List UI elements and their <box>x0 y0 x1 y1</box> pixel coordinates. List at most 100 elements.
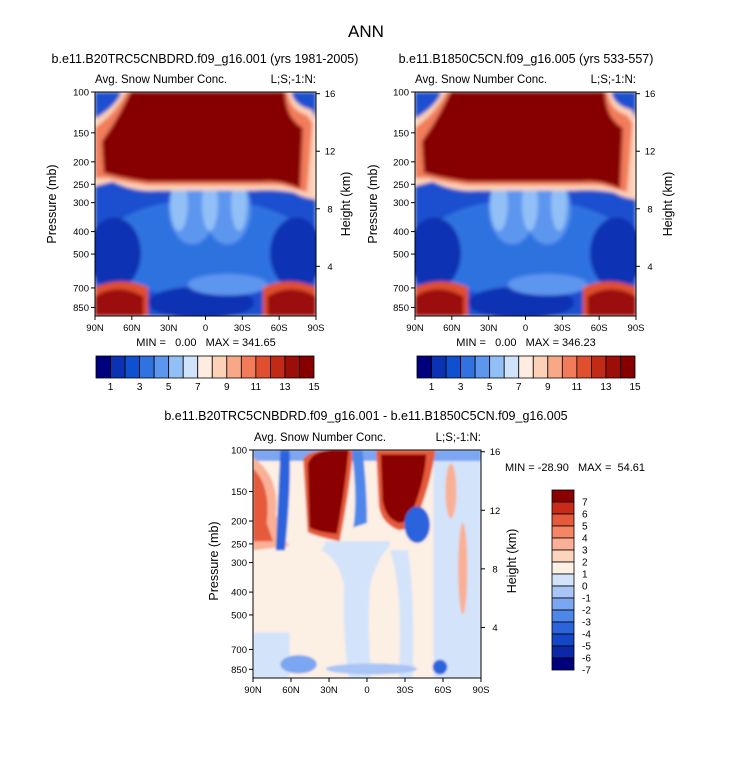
colorbar-label: 9 <box>545 382 551 393</box>
panel-1-stats: MIN = 0.00 MAX = 341.65 <box>136 337 275 349</box>
colorbar-box <box>269 355 286 379</box>
x-tick-label: 90N <box>86 323 104 334</box>
colorbar-box <box>547 355 563 379</box>
panel-3-stats: MIN = -28.90 MAX = 54.61 <box>505 462 645 474</box>
y-tick-label: 100 <box>73 88 89 99</box>
y-right-tick-label: 4 <box>327 262 332 273</box>
colorbar-label: 7 <box>516 382 522 393</box>
y-tick-label: 400 <box>393 227 409 238</box>
y-right-tick-label: 12 <box>325 147 336 158</box>
colorbar-label: 5 <box>582 522 588 533</box>
panel-1-title: b.e11.B20TRC5CNBDRD.f09_g16.001 (yrs 198… <box>52 52 359 66</box>
panel-3-field <box>253 450 481 678</box>
panel-3-title: b.e11.B20TRC5CNBDRD.f09_g16.001 - b.e11.… <box>164 409 567 423</box>
x-tick-label: 0 <box>203 323 208 334</box>
panel-2-field <box>415 92 636 316</box>
panel-2-left-string: Avg. Snow Number Conc. <box>415 74 547 86</box>
colorbar-box <box>460 355 476 379</box>
colorbar-box <box>110 355 126 379</box>
y-tick-label: 250 <box>231 539 247 550</box>
colorbar-label: 7 <box>195 382 201 393</box>
y-tick-label: 850 <box>231 665 247 676</box>
colorbar-label: 4 <box>582 534 588 545</box>
x-tick-label: 30S <box>397 685 414 696</box>
panel-1-yticks: 100 150 200 250 300 400 500 700 850 <box>73 88 95 314</box>
panel-1-xticks: 90N 60N 30N 0 30S 60S 90S <box>86 316 324 334</box>
panel-2-xticks: 90N 60N 30N 0 30S 60S 90S <box>406 316 644 334</box>
panel-2-right-string: L;S;-1:N: <box>591 74 636 86</box>
y-tick-label: 700 <box>231 645 247 656</box>
x-tick-label: 90N <box>406 323 424 334</box>
colorbar-box <box>226 355 242 379</box>
colorbar-label: 11 <box>572 382 583 393</box>
x-tick-label: 60N <box>282 685 300 696</box>
colorbar-box <box>284 355 300 379</box>
colorbar-box <box>551 609 575 623</box>
panel-2: b.e11.B1850C5CN.f09_g16.005 (yrs 533-557… <box>366 52 675 393</box>
x-tick-label: 90S <box>308 323 325 334</box>
y-tick-label: 850 <box>73 303 89 314</box>
y-tick-label: 250 <box>393 180 409 191</box>
colorbar-label: 15 <box>308 382 320 393</box>
y-tick-label: 300 <box>231 558 247 569</box>
colorbar-box <box>551 645 575 659</box>
colorbar-label: 3 <box>137 382 143 393</box>
colorbar-label: 2 <box>582 558 588 569</box>
colorbar-label: -7 <box>582 666 591 677</box>
x-tick-label: 90N <box>244 685 262 696</box>
y-right-tick-label: 8 <box>492 564 497 575</box>
colorbar-box <box>474 355 491 379</box>
y-tick-label: 100 <box>393 88 409 99</box>
y-right-tick-label: 12 <box>490 506 501 517</box>
panel-3: b.e11.B20TRC5CNBDRD.f09_g16.001 - b.e11.… <box>164 409 645 696</box>
colorbar-box <box>551 501 575 515</box>
panel-1-left-string: Avg. Snow Number Conc. <box>95 74 227 86</box>
colorbar-label: 1 <box>108 382 114 393</box>
colorbar-box <box>168 355 184 379</box>
colorbar-box <box>591 355 607 379</box>
colorbar-box <box>551 573 575 587</box>
colorbar-box <box>518 355 534 379</box>
y-tick-label: 300 <box>393 198 409 209</box>
panel-1-ylabel-right: Height (km) <box>339 172 353 237</box>
colorbar-box <box>561 355 578 379</box>
y-tick-label: 850 <box>393 303 409 314</box>
panel-1-right-string: L;S;-1:N: <box>271 74 316 86</box>
y-tick-label: 700 <box>393 283 409 294</box>
y-tick-label: 150 <box>393 128 409 139</box>
colorbar-box <box>551 549 575 563</box>
colorbar-box <box>620 355 636 379</box>
colorbar-box <box>551 621 575 635</box>
colorbar-label: -5 <box>582 642 591 653</box>
colorbar-box <box>211 355 228 379</box>
colorbar-label: -6 <box>582 654 591 665</box>
y-tick-label: 200 <box>73 157 89 168</box>
colorbar-box <box>153 355 170 379</box>
x-tick-label: 60S <box>591 323 608 334</box>
panel-1-colorbar: 1 3 5 7 9 11 13 15 <box>95 355 320 393</box>
panel-2-yticks: 100 150 200 250 300 400 500 700 850 <box>393 88 415 314</box>
y-right-tick-label: 12 <box>645 147 656 158</box>
x-tick-label: 0 <box>364 685 369 696</box>
x-tick-label: 60S <box>271 323 288 334</box>
colorbar-box <box>255 355 271 379</box>
colorbar-label: 9 <box>224 382 230 393</box>
y-tick-label: 500 <box>73 250 89 261</box>
colorbar-box <box>551 561 575 575</box>
colorbar-box <box>551 513 575 527</box>
colorbar-label: 0 <box>582 582 588 593</box>
colorbar-box <box>551 525 575 539</box>
y-tick-label: 400 <box>73 227 89 238</box>
colorbar-label: 1 <box>582 570 588 581</box>
x-tick-label: 30S <box>554 323 571 334</box>
colorbar-label: 13 <box>279 382 291 393</box>
y-tick-label: 700 <box>73 283 89 294</box>
colorbar-label: -1 <box>582 594 591 605</box>
y-tick-label: 150 <box>73 128 89 139</box>
colorbar-box <box>551 489 575 503</box>
colorbar-label: -4 <box>582 630 591 641</box>
panel-2-colorbar: 1 3 5 7 9 11 13 15 <box>416 355 641 393</box>
x-tick-label: 30N <box>320 685 338 696</box>
